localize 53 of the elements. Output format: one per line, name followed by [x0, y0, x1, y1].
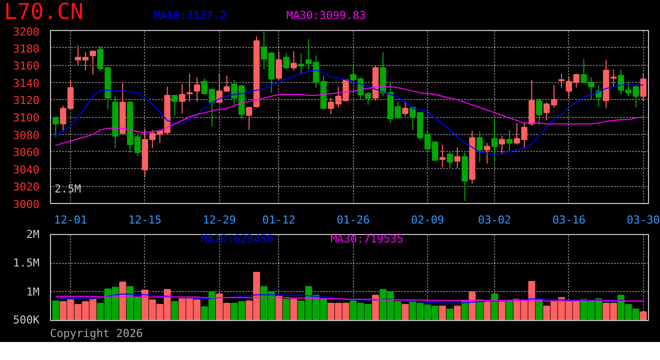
- x-tick-label: 12-01: [54, 214, 88, 226]
- x-tick-label: 01-12: [262, 214, 296, 226]
- x-tick-label: 03-16: [552, 214, 586, 226]
- y-tick-label: 3140: [13, 76, 40, 90]
- candlestick: [298, 52, 304, 74]
- candlestick: [402, 100, 408, 117]
- y-tick-label: 3020: [13, 180, 40, 194]
- y-tick-label: 3160: [13, 60, 40, 73]
- text: MA10:3137.2: [153, 9, 226, 22]
- y-tick-label: 1.5M: [13, 256, 40, 270]
- candlestick: [246, 106, 252, 130]
- y-tick-label: 3000: [13, 198, 40, 211]
- candlestick: [528, 79, 535, 126]
- chart-title: L70.CN: [4, 0, 84, 25]
- x-tick-label: 12-29: [202, 214, 236, 226]
- text: MA10:623450: [200, 232, 274, 246]
- x-tick-label: 03-02: [478, 214, 512, 226]
- annotation: 2.5M: [54, 182, 82, 196]
- x-tick-label: 02-09: [411, 214, 444, 226]
- candlestick: [290, 50, 297, 71]
- y-tick-label: 3180: [13, 42, 40, 56]
- y-tick-label: 500K: [13, 314, 40, 326]
- x-tick-label: 03-30: [626, 214, 660, 226]
- y-tick-label: 3040: [13, 163, 40, 176]
- candlestick: [439, 144, 446, 168]
- x-tick-label: 12-15: [128, 214, 162, 226]
- candlestick: [52, 116, 59, 138]
- x-tick-label: 01-26: [336, 214, 370, 226]
- candlestick: [179, 84, 186, 114]
- candlestick: [476, 131, 483, 162]
- candlestick: [536, 98, 542, 126]
- candlestick: [506, 129, 513, 153]
- y-tick-label: 2M: [26, 228, 40, 241]
- candlestick: [276, 50, 282, 80]
- candlestick: [90, 50, 96, 76]
- text: MA30:3099.83: [286, 9, 366, 22]
- text: MA30:719535: [330, 232, 404, 246]
- y-tick-label: 3100: [13, 112, 40, 124]
- y-tick-label: 1M: [26, 285, 40, 298]
- candlestick: [640, 72, 646, 102]
- candlestick: [484, 142, 490, 164]
- y-tick-label: 3060: [13, 146, 40, 160]
- text: Copyright 2026: [50, 327, 143, 340]
- candlestick: [283, 52, 290, 70]
- y-tick-label: 3120: [13, 94, 40, 108]
- candlestick: [491, 118, 498, 162]
- candlestick: [194, 76, 200, 102]
- candlestick: [498, 136, 506, 155]
- candlestick: [454, 146, 460, 169]
- candlestick: [446, 151, 454, 170]
- y-tick-label: 3080: [13, 128, 40, 142]
- y-tick-label: 3200: [13, 26, 40, 38]
- candlestick: [172, 94, 178, 116]
